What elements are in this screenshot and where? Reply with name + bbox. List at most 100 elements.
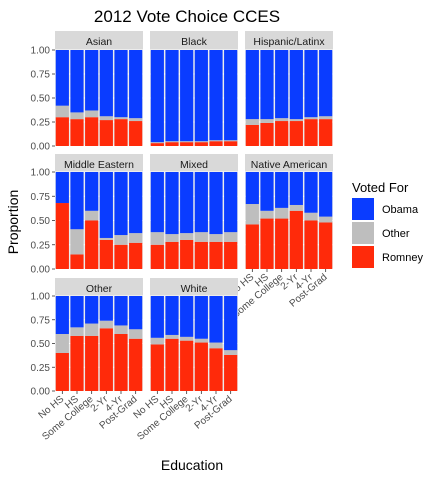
bar-other-post-grad-obama <box>129 296 143 330</box>
bar-asian-no-hs-romney <box>55 117 69 146</box>
bar-native-american-2-yr-obama <box>289 172 303 205</box>
bar-middle-eastern-hs-romney <box>70 254 84 269</box>
facet-strip-hispanic-latinx <box>245 31 333 50</box>
legend-title: Voted For <box>352 180 409 195</box>
bar-white-hs-other <box>165 334 179 339</box>
y-tick-label: 1.00 <box>31 46 51 57</box>
bar-hispanic-latinx-4-yr-romney <box>304 119 318 146</box>
bar-asian-hs-romney <box>70 119 84 146</box>
facet-strip-black <box>150 31 238 50</box>
bar-other-post-grad-other <box>129 329 143 339</box>
bar-black-hs-other <box>165 141 179 143</box>
bar-native-american-post-grad-other <box>319 216 333 223</box>
bar-asian-4-yr-romney <box>114 119 128 146</box>
y-tick-label: 0.25 <box>31 363 51 374</box>
bar-hispanic-latinx-2-yr-other <box>289 119 303 122</box>
bar-white-no-hs-romney <box>150 344 164 391</box>
facet-strip-asian <box>55 31 143 50</box>
y-tick-label: 0.50 <box>31 94 51 105</box>
bar-black-hs-romney <box>165 142 179 146</box>
bar-mixed-post-grad-obama <box>224 172 238 233</box>
bar-asian-some-college-obama <box>85 50 99 111</box>
bar-native-american-hs-other <box>260 210 274 219</box>
bar-native-american-hs-obama <box>260 172 274 211</box>
bar-hispanic-latinx-hs-other <box>260 119 274 123</box>
bar-asian-no-hs-obama <box>55 50 69 106</box>
bar-white-some-college-obama <box>180 296 194 337</box>
bar-white-post-grad-other <box>224 350 238 355</box>
bar-native-american-post-grad-obama <box>319 172 333 217</box>
bar-asian-no-hs-other <box>55 105 69 118</box>
legend-label-other: Other <box>382 228 410 240</box>
bar-other-post-grad-romney <box>129 338 143 391</box>
bar-hispanic-latinx-post-grad-romney <box>319 119 333 146</box>
bar-middle-eastern-2-yr-romney <box>99 239 113 269</box>
bar-native-american-4-yr-other <box>304 212 318 221</box>
y-tick-label: 0.50 <box>31 216 51 227</box>
bar-black-post-grad-obama <box>224 50 238 141</box>
bar-native-american-some-college-other <box>275 207 289 219</box>
bar-asian-2-yr-other <box>99 116 113 121</box>
y-tick-label: 0.75 <box>31 70 51 81</box>
bar-mixed-some-college-other <box>180 233 194 240</box>
bar-mixed-no-hs-romney <box>150 244 164 269</box>
y-tick-label: 0.25 <box>31 240 51 251</box>
bar-mixed-hs-romney <box>165 241 179 269</box>
bar-middle-eastern-some-college-romney <box>85 220 99 269</box>
bar-white-some-college-other <box>180 336 194 341</box>
bar-asian-post-grad-obama <box>129 50 143 119</box>
bar-hispanic-latinx-post-grad-obama <box>319 50 333 117</box>
bar-other-hs-obama <box>70 296 84 328</box>
bar-middle-eastern-2-yr-obama <box>99 172 113 238</box>
legend: Voted For Obama Other Romney <box>352 180 423 268</box>
y-tick-label: 1.00 <box>31 292 51 303</box>
bar-native-american-4-yr-romney <box>304 220 318 269</box>
bar-native-american-4-yr-obama <box>304 172 318 213</box>
y-tick-label: 0.50 <box>31 339 51 350</box>
bar-asian-some-college-romney <box>85 117 99 146</box>
bar-middle-eastern-hs-obama <box>70 172 84 230</box>
bar-black-some-college-obama <box>180 50 194 142</box>
bar-black-some-college-other <box>180 141 194 143</box>
y-tick-label: 0.75 <box>31 192 51 203</box>
bar-native-american-some-college-romney <box>275 218 289 269</box>
y-tick-label: 1.00 <box>31 168 51 179</box>
bar-other-some-college-romney <box>85 335 99 391</box>
bar-mixed-4-yr-other <box>209 234 223 242</box>
bar-native-american-no-hs-romney <box>245 224 259 269</box>
bar-other-hs-romney <box>70 335 84 391</box>
bar-black-2-yr-obama <box>194 50 208 142</box>
y-tick-label: 0.00 <box>31 387 51 398</box>
bar-mixed-hs-other <box>165 234 179 242</box>
bar-hispanic-latinx-4-yr-other <box>304 117 318 120</box>
bar-mixed-no-hs-obama <box>150 172 164 233</box>
bar-white-4-yr-romney <box>209 348 223 391</box>
facet-strip-other <box>55 278 143 297</box>
bar-asian-4-yr-obama <box>114 50 128 118</box>
bar-mixed-4-yr-obama <box>209 172 223 235</box>
bar-native-american-no-hs-obama <box>245 172 259 205</box>
legend-label-romney: Romney <box>382 252 423 264</box>
bar-middle-eastern-some-college-other <box>85 210 99 221</box>
facet-strip-white <box>150 278 238 297</box>
y-tick-label: 0.00 <box>31 265 51 276</box>
bar-hispanic-latinx-4-yr-obama <box>304 50 318 118</box>
bar-asian-2-yr-obama <box>99 50 113 117</box>
bar-mixed-some-college-obama <box>180 172 194 234</box>
bar-other-4-yr-romney <box>114 334 128 391</box>
bar-black-2-yr-other <box>194 141 208 143</box>
bar-middle-eastern-4-yr-romney <box>114 244 128 269</box>
bar-other-2-yr-romney <box>99 328 113 391</box>
bar-mixed-2-yr-romney <box>194 241 208 269</box>
bar-hispanic-latinx-hs-obama <box>260 50 274 120</box>
bar-white-no-hs-other <box>150 337 164 345</box>
bar-white-2-yr-obama <box>194 296 208 339</box>
facet-panels: Asian 0.00 0.25 0.50 0.75 1.00 Black Hispanic/L… <box>31 31 333 443</box>
bar-white-post-grad-romney <box>224 354 238 391</box>
bar-black-post-grad-romney <box>224 141 238 146</box>
facet-strip-middle-eastern <box>55 154 143 173</box>
bar-black-no-hs-obama <box>150 50 164 143</box>
bar-black-4-yr-obama <box>209 50 223 141</box>
bar-middle-eastern-post-grad-other <box>129 233 143 243</box>
bar-mixed-some-college-romney <box>180 239 194 269</box>
